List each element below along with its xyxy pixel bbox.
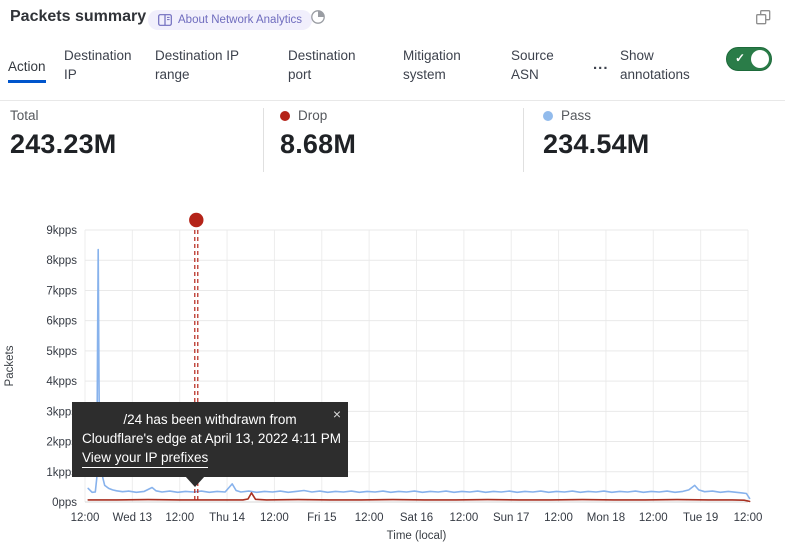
- x-tick-label: 12:00: [260, 512, 289, 524]
- toggle-check-icon: ✓: [735, 51, 746, 65]
- x-tick-label: 12:00: [734, 512, 763, 524]
- stat-drop-value: 8.68M: [280, 129, 357, 159]
- annotation-tooltip: × /24 has been withdrawn from Cloudflare…: [72, 402, 348, 487]
- tooltip-ip-prefixes-link[interactable]: View your IP prefixes: [82, 448, 209, 468]
- y-tick-label: 3kpps: [46, 406, 77, 418]
- stat-drop-label: Drop: [298, 108, 328, 123]
- stat-pass-value: 234.54M: [543, 129, 650, 159]
- tab-destination-port[interactable]: Destination port: [288, 48, 356, 82]
- tooltip-caret: [185, 476, 205, 487]
- more-tabs-button[interactable]: ...: [593, 56, 609, 73]
- tooltip-line-2: Cloudflare's edge at April 13, 2022 4:11…: [82, 431, 341, 446]
- tooltip-line-1: /24 has been withdrawn from: [123, 412, 297, 427]
- stat-total-label: Total: [10, 108, 39, 123]
- x-tick-label: 12:00: [544, 512, 573, 524]
- y-tick-label: 9kpps: [46, 225, 77, 237]
- series-line-drop: [87, 492, 751, 503]
- x-tick-label: Mon 18: [587, 512, 625, 524]
- annotations-toggle[interactable]: ✓: [726, 47, 772, 71]
- stat-divider-2: [523, 108, 524, 172]
- show-annotations-label: Show annotations: [620, 48, 690, 82]
- x-tick-label: Sun 17: [493, 512, 529, 524]
- header-divider: [0, 100, 785, 101]
- tooltip-close-icon[interactable]: ×: [332, 406, 341, 422]
- clock-pie-icon[interactable]: [310, 9, 326, 25]
- tab-source-asn[interactable]: Source ASN: [511, 48, 554, 82]
- badge-label: About Network Analytics: [178, 14, 303, 26]
- tab-action[interactable]: Action: [8, 57, 46, 83]
- y-tick-label: 0pps: [52, 497, 77, 509]
- x-tick-label: 12:00: [71, 512, 100, 524]
- x-tick-label: Tue 19: [683, 512, 718, 524]
- y-tick-label: 5kpps: [46, 346, 77, 358]
- packets-time-series-chart[interactable]: 12:00 Wed 13 12:00 Thu 14 12:00 Fri 15 12:00 Sa…: [0, 195, 785, 547]
- stat-total: Total 243.23M: [10, 108, 116, 160]
- x-tick-label: Fri 15: [307, 512, 336, 524]
- page-title: Packets summary: [10, 8, 147, 25]
- x-tick-label: 12:00: [639, 512, 668, 524]
- x-axis-title: Time (local): [387, 530, 447, 542]
- series-line-pass: [87, 248, 751, 500]
- x-tick-label: 12:00: [449, 512, 478, 524]
- x-tick-label: Sat 16: [400, 512, 433, 524]
- stat-pass-label: Pass: [561, 108, 592, 123]
- annotation-marker[interactable]: [189, 212, 204, 228]
- drop-legend-dot: [280, 110, 290, 121]
- y-tick-label: 4kpps: [46, 376, 77, 388]
- x-tick-label: 12:00: [165, 512, 194, 524]
- x-tick-label: 12:00: [355, 512, 384, 524]
- stat-drop: Drop 8.68M: [280, 108, 356, 160]
- y-tick-label: 1kpps: [46, 467, 77, 479]
- y-tick-label: 2kpps: [46, 437, 77, 449]
- toggle-knob: [751, 50, 769, 68]
- y-tick-label: 6kpps: [46, 316, 77, 328]
- stat-total-value: 243.23M: [10, 129, 117, 159]
- tab-destination-ip[interactable]: Destination IP: [64, 48, 132, 82]
- pop-out-icon[interactable]: [756, 10, 771, 25]
- tab-mitigation-system[interactable]: Mitigation system: [403, 48, 461, 82]
- y-tick-label: 8kpps: [46, 255, 77, 267]
- about-network-analytics-badge[interactable]: About Network Analytics: [148, 10, 313, 30]
- y-tick-label: 7kpps: [46, 285, 77, 297]
- stat-pass: Pass 234.54M: [543, 108, 649, 160]
- x-tick-label: Wed 13: [113, 512, 152, 524]
- y-axis-title: Packets: [4, 345, 16, 386]
- pass-legend-dot: [543, 110, 553, 121]
- stat-divider-1: [263, 108, 264, 172]
- book-icon: [158, 14, 172, 26]
- tab-destination-ip-range[interactable]: Destination IP range: [155, 48, 239, 82]
- x-tick-label: Thu 14: [209, 512, 245, 524]
